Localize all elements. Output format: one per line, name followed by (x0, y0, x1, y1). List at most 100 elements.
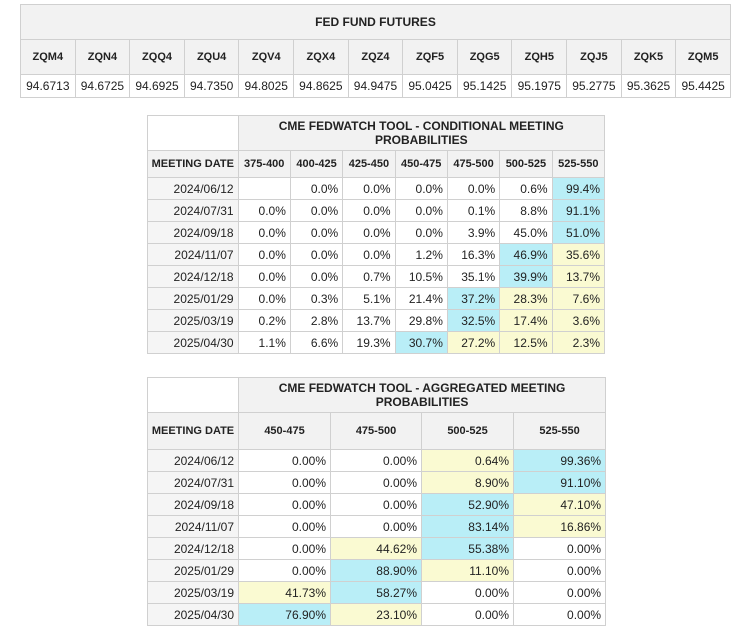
aggregated-probabilities-table: CME FEDWATCH TOOL - AGGREGATED MEETING P… (147, 377, 607, 626)
probability-cell: 13.7% (551, 265, 606, 288)
probability-cell: 55.38% (421, 537, 514, 560)
probability-cell: 27.2% (446, 331, 501, 354)
probability-cell: 0.00% (512, 603, 607, 626)
rate-range-header: 500-525 (499, 150, 553, 178)
probability-cell: 0.0% (394, 199, 448, 222)
meeting-date-cell: 2025/04/30 (147, 603, 239, 626)
rate-range-header: 475-500 (330, 412, 422, 450)
probability-cell: 0.00% (238, 537, 331, 560)
table-row: 2024/11/07 0.0% 0.0% 0.0% 1.2% 16.3% 46.9% 35.6… (147, 243, 606, 266)
probability-cell: 11.10% (421, 559, 514, 582)
probability-cell: 0.00% (421, 581, 514, 604)
probability-cell: 0.0% (342, 243, 396, 266)
futures-price-cell: 95.0425 (402, 74, 458, 98)
futures-contract-header: ZQV4 (238, 39, 295, 75)
table-row: 2024/06/12 0.0% 0.0% 0.0% 0.0% 0.6% 99.4% (147, 177, 606, 200)
probability-cell: 0.00% (330, 449, 422, 472)
futures-contract-header: ZQJ5 (566, 39, 622, 75)
probability-cell: 0.7% (342, 265, 396, 288)
probability-cell: 0.0% (342, 221, 396, 244)
futures-contract-header: ZQZ4 (347, 39, 404, 75)
probability-cell: 0.0% (394, 177, 448, 200)
probability-cell: 1.1% (237, 331, 291, 354)
rate-range-header: 500-525 (421, 412, 514, 450)
probability-cell: 0.0% (394, 221, 448, 244)
futures-header-row: ZQM4 ZQN4 ZQQ4 ZQU4 ZQV4 ZQX4 ZQZ4 ZQF5 ZQG5 ZQH5… (20, 39, 731, 75)
conditional-title: CME FEDWATCH TOOL - CONDITIONAL MEETING … (237, 115, 606, 151)
rate-range-header: 450-475 (238, 412, 331, 450)
futures-contract-header: ZQF5 (402, 39, 458, 75)
meeting-date-cell: 2024/09/18 (147, 221, 239, 244)
futures-contract-header: ZQK5 (620, 39, 677, 75)
futures-price-cell: 94.6725 (74, 74, 131, 98)
probability-cell: 5.1% (342, 287, 396, 310)
probability-cell: 10.5% (394, 265, 448, 288)
meeting-date-cell: 2024/11/07 (147, 243, 239, 266)
futures-price-cell: 94.8625 (293, 74, 349, 98)
probability-cell: 13.7% (342, 309, 396, 332)
rate-range-header: 400-425 (289, 150, 344, 178)
probability-cell: 0.1% (446, 199, 501, 222)
probability-cell: 0.0% (237, 265, 291, 288)
probability-cell: 12.5% (499, 331, 553, 354)
futures-contract-header: ZQQ4 (129, 39, 185, 75)
table-row: 2024/07/31 0.0% 0.0% 0.0% 0.0% 0.1% 8.8% 91.1% (147, 199, 606, 222)
probability-cell: 37.2% (446, 287, 501, 310)
table-row: 2024/06/12 0.00% 0.00% 0.64% 99.36% (147, 449, 607, 472)
futures-contract-header: ZQM5 (675, 39, 731, 75)
rate-range-header: 475-500 (446, 150, 501, 178)
probability-cell: 0.00% (238, 559, 331, 582)
probability-cell: 0.0% (237, 221, 291, 244)
probability-cell: 0.00% (512, 559, 607, 582)
probability-cell: 0.00% (330, 471, 422, 494)
probability-cell: 23.10% (330, 603, 422, 626)
probability-cell: 58.27% (330, 581, 422, 604)
probability-cell: 2.8% (289, 309, 344, 332)
futures-title: FED FUND FUTURES (20, 4, 731, 40)
table-row: 2025/03/19 41.73% 58.27% 0.00% 0.00% (147, 581, 607, 604)
futures-price-cell: 94.9475 (347, 74, 404, 98)
probability-cell: 45.0% (499, 221, 553, 244)
meeting-date-cell: 2024/07/31 (147, 199, 239, 222)
probability-cell: 52.90% (421, 493, 514, 516)
probability-cell: 0.64% (421, 449, 514, 472)
probability-cell: 35.1% (446, 265, 501, 288)
table-row: 2024/12/18 0.00% 44.62% 55.38% 0.00% (147, 537, 607, 560)
futures-contract-header: ZQG5 (456, 39, 513, 75)
probability-cell: 0.00% (238, 471, 331, 494)
probability-cell: 30.7% (394, 331, 448, 354)
probability-cell: 0.0% (342, 199, 396, 222)
conditional-header-row: MEETING DATE 375-400 400-425 425-450 450-475… (147, 150, 606, 178)
probability-cell: 0.0% (289, 221, 344, 244)
table-row: 2024/11/07 0.00% 0.00% 83.14% 16.86% (147, 515, 607, 538)
conditional-probabilities-table: CME FEDWATCH TOOL - CONDITIONAL MEETING … (147, 115, 606, 354)
probability-cell: 0.00% (512, 581, 607, 604)
probability-cell: 99.36% (512, 449, 607, 472)
futures-contract-header: ZQN4 (74, 39, 131, 75)
probability-cell: 76.90% (238, 603, 331, 626)
futures-price-cell: 95.4425 (675, 74, 731, 98)
meeting-date-cell: 2025/03/19 (147, 581, 239, 604)
futures-contract-header: ZQH5 (511, 39, 568, 75)
futures-values-row: 94.6713 94.6725 94.6925 94.7350 94.8025 94.86… (20, 74, 731, 98)
probability-cell: 7.6% (551, 287, 606, 310)
probability-cell: 0.0% (289, 243, 344, 266)
futures-contract-header: ZQX4 (293, 39, 349, 75)
probability-cell: 0.0% (237, 199, 291, 222)
rate-range-header: 525-550 (551, 150, 606, 178)
probability-cell: 0.00% (421, 603, 514, 626)
probability-cell: 99.4% (551, 177, 606, 200)
probability-cell: 0.0% (237, 243, 291, 266)
futures-price-cell: 95.1975 (511, 74, 568, 98)
meeting-date-cell: 2025/04/30 (147, 331, 239, 354)
probability-cell: 83.14% (421, 515, 514, 538)
probability-cell: 0.00% (330, 515, 422, 538)
probability-cell: 21.4% (394, 287, 448, 310)
futures-price-cell: 95.1425 (456, 74, 513, 98)
fed-fund-futures-table: FED FUND FUTURES ZQM4 ZQN4 ZQQ4 ZQU4 ZQV4 ZQX… (20, 4, 731, 98)
meeting-date-cell: 2024/11/07 (147, 515, 239, 538)
probability-cell: 0.00% (238, 493, 331, 516)
probability-cell: 91.10% (512, 471, 607, 494)
table-row: 2024/09/18 0.0% 0.0% 0.0% 0.0% 3.9% 45.0% 51.0% (147, 221, 606, 244)
probability-cell: 0.00% (238, 515, 331, 538)
